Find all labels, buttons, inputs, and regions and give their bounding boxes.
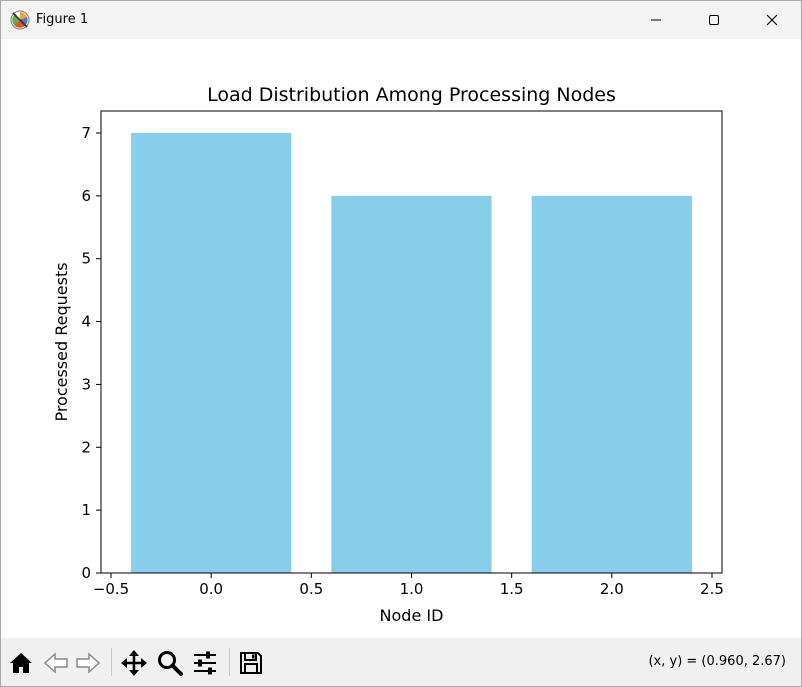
matplotlib-icon (10, 10, 30, 30)
y-tick-label: 1 (81, 501, 91, 519)
close-icon (766, 14, 778, 26)
y-tick-label: 7 (81, 124, 91, 142)
x-tick-label: 1.5 (500, 580, 524, 598)
minimize-icon (651, 19, 661, 21)
y-tick-label: 6 (81, 187, 91, 205)
back-icon (43, 652, 68, 674)
x-tick-label: 2.0 (600, 580, 624, 598)
close-button[interactable] (743, 1, 801, 39)
navigation-toolbar: (x, y) = (0.960, 2.67) (1, 638, 801, 686)
x-tick-label: 0.5 (299, 580, 323, 598)
pan-button[interactable] (119, 648, 149, 678)
y-axis-label: Processed Requests (52, 262, 71, 421)
zoom-icon (158, 651, 183, 676)
back-button[interactable] (41, 648, 71, 678)
y-tick-label: 4 (81, 313, 91, 331)
forward-icon (76, 652, 101, 674)
y-tick-label: 3 (81, 375, 91, 393)
chart-title: Load Distribution Among Processing Nodes (207, 84, 616, 106)
bar (131, 133, 292, 573)
maximize-button[interactable] (685, 1, 743, 39)
home-icon (10, 653, 32, 673)
y-tick-label: 0 (81, 564, 91, 582)
window-title: Figure 1 (36, 12, 89, 27)
bar (531, 195, 692, 573)
forward-button[interactable] (73, 648, 103, 678)
save-button[interactable] (236, 648, 266, 678)
plot-canvas[interactable]: −0.5 0.0 0.5 1.0 1.5 2.0 2.5 0 1 2 3 4 5 6 7 Load Distr… (1, 39, 801, 637)
toolbar-separator (229, 648, 230, 676)
bar-chart: −0.5 0.0 0.5 1.0 1.5 2.0 2.5 0 1 2 3 4 5 6 7 Load Distr… (52, 84, 724, 625)
pan-icon (121, 650, 147, 676)
x-tick-label: −0.5 (93, 580, 129, 598)
x-tick-label: 0.0 (199, 580, 223, 598)
cursor-coordinates: (x, y) = (0.960, 2.67) (648, 654, 786, 669)
y-tick-label: 2 (81, 438, 91, 456)
x-tick-label: 1.0 (400, 580, 424, 598)
toolbar-separator (111, 648, 112, 676)
home-button[interactable] (6, 648, 36, 678)
configure-subplots-icon (194, 651, 216, 675)
bar (331, 195, 492, 573)
y-tick-label: 5 (81, 250, 91, 268)
minimize-button[interactable] (627, 1, 685, 39)
x-tick-label: 2.5 (700, 580, 724, 598)
zoom-button[interactable] (155, 648, 185, 678)
title-bar[interactable]: Figure 1 (1, 1, 801, 39)
save-icon (240, 652, 262, 674)
x-axis-label: Node ID (380, 606, 444, 625)
configure-subplots-button[interactable] (190, 648, 220, 678)
maximize-icon (709, 15, 719, 25)
